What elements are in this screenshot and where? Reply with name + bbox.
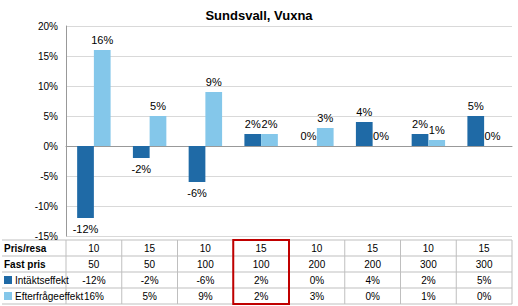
svg-text:15: 15 xyxy=(144,243,156,254)
svg-text:16%: 16% xyxy=(91,34,113,46)
svg-text:10: 10 xyxy=(200,243,212,254)
svg-text:Pris/resa: Pris/resa xyxy=(4,243,47,254)
svg-text:-2%: -2% xyxy=(131,163,151,175)
svg-text:5%: 5% xyxy=(142,291,157,302)
svg-text:10%: 10% xyxy=(38,81,58,92)
svg-text:Fast pris: Fast pris xyxy=(4,259,46,270)
svg-text:20%: 20% xyxy=(38,21,58,32)
svg-text:0%: 0% xyxy=(44,141,59,152)
svg-text:0%: 0% xyxy=(310,275,325,286)
svg-text:200: 200 xyxy=(364,259,381,270)
svg-text:9%: 9% xyxy=(206,76,222,88)
svg-text:4%: 4% xyxy=(356,106,372,118)
svg-text:15: 15 xyxy=(479,243,491,254)
svg-text:1%: 1% xyxy=(421,291,436,302)
svg-text:100: 100 xyxy=(197,259,214,270)
svg-text:0%: 0% xyxy=(301,130,317,142)
svg-text:0%: 0% xyxy=(373,130,389,142)
svg-text:16%: 16% xyxy=(84,291,104,302)
svg-text:10: 10 xyxy=(423,243,435,254)
svg-text:-15%: -15% xyxy=(35,231,58,242)
svg-text:-5%: -5% xyxy=(40,171,58,182)
svg-text:Intäktseffekt: Intäktseffekt xyxy=(15,275,69,286)
svg-text:1%: 1% xyxy=(429,124,445,136)
svg-text:2%: 2% xyxy=(254,291,269,302)
svg-text:0%: 0% xyxy=(485,130,501,142)
svg-text:300: 300 xyxy=(420,259,437,270)
svg-text:2%: 2% xyxy=(254,275,269,286)
svg-text:-12%: -12% xyxy=(82,275,105,286)
svg-text:10: 10 xyxy=(311,243,323,254)
svg-text:2%: 2% xyxy=(421,275,436,286)
svg-text:10: 10 xyxy=(88,243,100,254)
svg-text:15: 15 xyxy=(367,243,379,254)
svg-text:2%: 2% xyxy=(412,118,428,130)
svg-text:15: 15 xyxy=(256,243,268,254)
svg-text:-2%: -2% xyxy=(141,275,159,286)
svg-text:300: 300 xyxy=(476,259,493,270)
svg-text:-6%: -6% xyxy=(187,187,207,199)
svg-text:-10%: -10% xyxy=(35,201,58,212)
svg-text:9%: 9% xyxy=(198,291,213,302)
svg-text:Efterfrågeeffekt: Efterfrågeeffekt xyxy=(15,291,83,302)
svg-text:-12%: -12% xyxy=(73,223,99,235)
svg-text:3%: 3% xyxy=(310,291,325,302)
svg-text:3%: 3% xyxy=(317,112,333,124)
svg-text:100: 100 xyxy=(253,259,270,270)
svg-text:-6%: -6% xyxy=(196,275,214,286)
svg-text:5%: 5% xyxy=(468,100,484,112)
svg-text:0%: 0% xyxy=(365,291,380,302)
svg-text:50: 50 xyxy=(144,259,156,270)
svg-text:5%: 5% xyxy=(44,111,59,122)
svg-text:15%: 15% xyxy=(38,51,58,62)
svg-text:Sundsvall, Vuxna: Sundsvall, Vuxna xyxy=(205,8,313,23)
svg-text:5%: 5% xyxy=(477,275,492,286)
svg-text:2%: 2% xyxy=(245,118,261,130)
svg-text:2%: 2% xyxy=(262,118,278,130)
svg-text:200: 200 xyxy=(309,259,326,270)
svg-text:4%: 4% xyxy=(365,275,380,286)
svg-text:5%: 5% xyxy=(150,100,166,112)
svg-text:50: 50 xyxy=(88,259,100,270)
svg-text:0%: 0% xyxy=(477,291,492,302)
